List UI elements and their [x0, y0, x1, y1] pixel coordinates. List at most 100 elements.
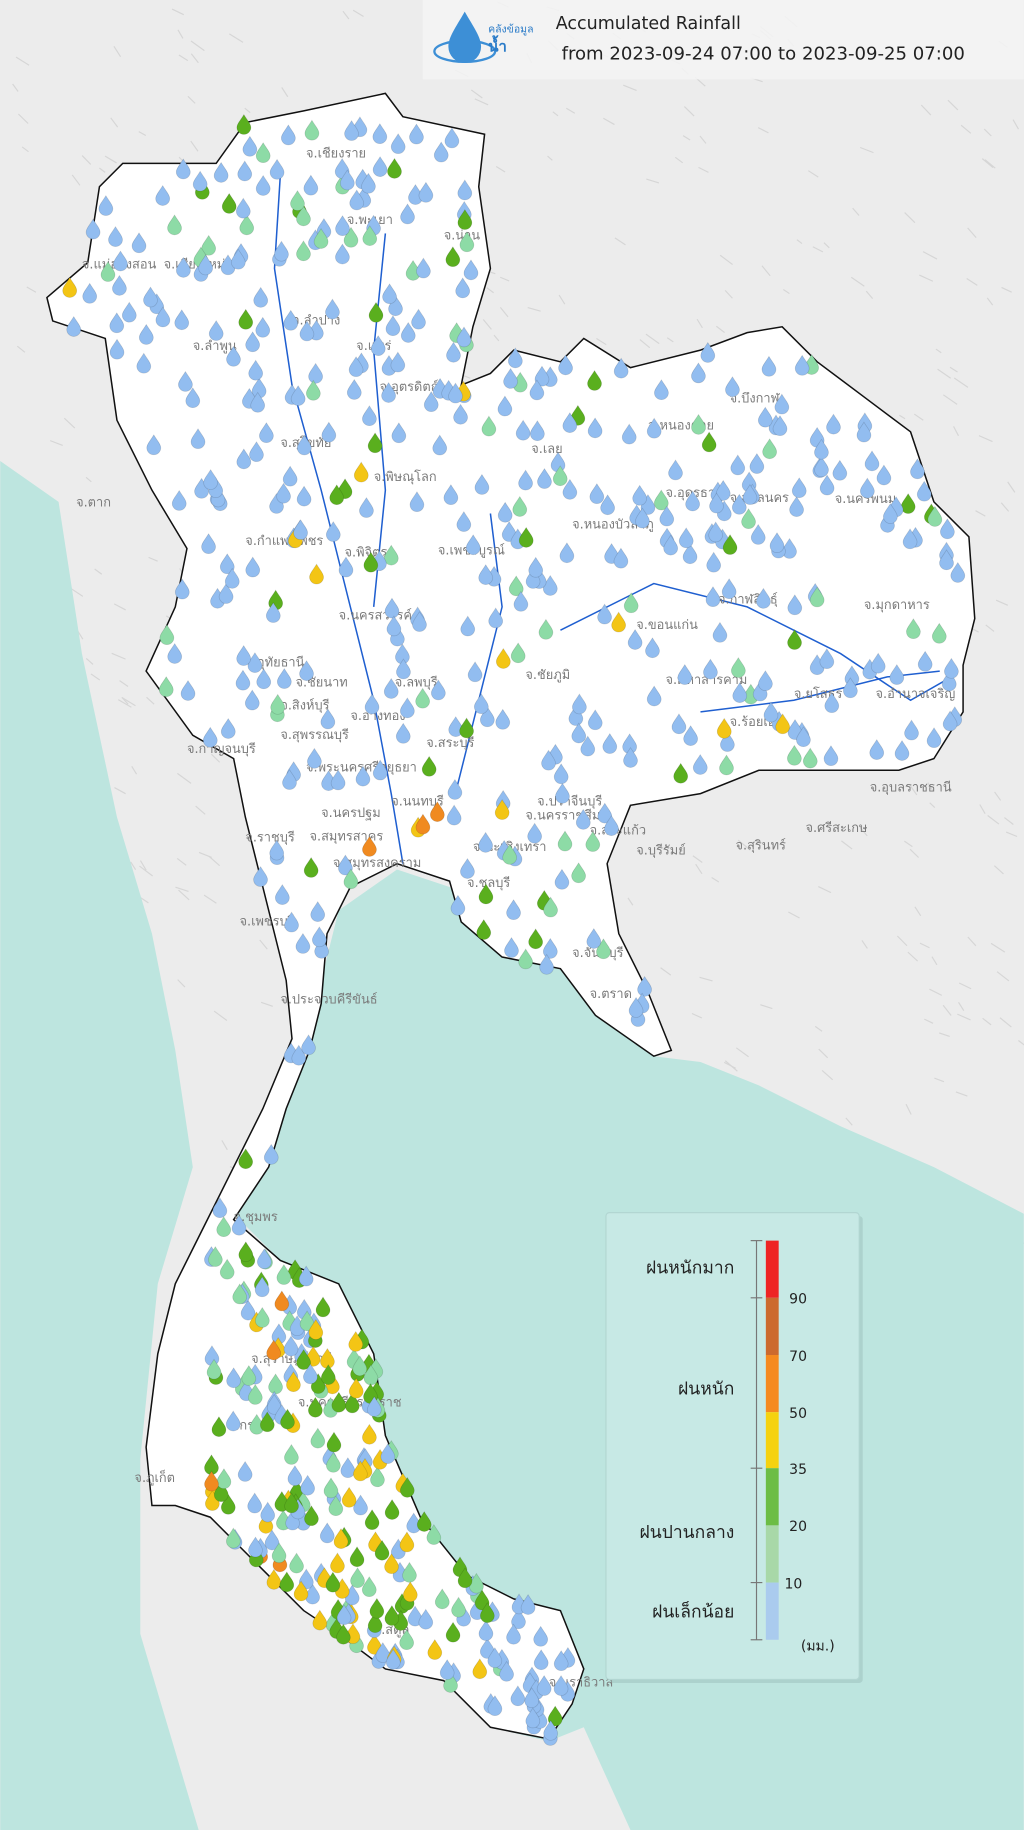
rain-station-marker[interactable] [613, 547, 629, 569]
rain-station-marker[interactable] [434, 1588, 450, 1610]
rain-station-marker[interactable] [460, 615, 476, 637]
rain-station-marker[interactable] [348, 1330, 364, 1352]
rain-station-marker[interactable] [280, 1408, 295, 1430]
rain-station-marker[interactable] [395, 722, 411, 744]
rain-station-marker[interactable] [155, 306, 171, 328]
rain-station-marker[interactable] [553, 763, 569, 785]
rain-station-marker[interactable] [201, 533, 216, 554]
rain-station-marker[interactable] [320, 708, 336, 730]
rain-station-marker[interactable] [293, 1580, 309, 1602]
rain-station-marker[interactable] [121, 301, 137, 323]
rain-station-marker[interactable] [497, 395, 513, 417]
rain-station-marker[interactable] [525, 1707, 541, 1729]
rain-station-marker[interactable] [226, 345, 241, 367]
rain-station-marker[interactable] [721, 578, 737, 600]
rain-station-marker[interactable] [409, 491, 425, 513]
rain-station-marker[interactable] [722, 534, 738, 555]
rain-station-marker[interactable] [254, 1276, 270, 1298]
rain-station-marker[interactable] [180, 679, 196, 701]
rain-station-marker[interactable] [701, 431, 717, 453]
rain-station-marker[interactable] [528, 556, 544, 578]
rain-station-marker[interactable] [270, 693, 286, 715]
rain-station-marker[interactable] [381, 381, 396, 403]
rain-station-marker[interactable] [245, 331, 261, 353]
rain-station-marker[interactable] [528, 928, 544, 950]
rain-station-marker[interactable] [190, 428, 206, 450]
rain-station-marker[interactable] [611, 611, 626, 633]
rain-station-marker[interactable] [212, 1197, 228, 1219]
rain-station-marker[interactable] [155, 184, 171, 206]
rain-station-marker[interactable] [303, 856, 319, 878]
rain-station-marker[interactable] [402, 1581, 418, 1603]
rain-station-marker[interactable] [269, 158, 285, 180]
rain-station-marker[interactable] [384, 1605, 400, 1626]
rain-station-marker[interactable] [349, 189, 365, 211]
rain-station-marker[interactable] [503, 367, 518, 389]
rain-station-marker[interactable] [494, 799, 510, 820]
rain-station-marker[interactable] [732, 682, 748, 703]
rain-station-marker[interactable] [344, 1392, 360, 1414]
rain-station-marker[interactable] [772, 415, 788, 436]
rain-station-marker[interactable] [716, 717, 732, 739]
rain-station-marker[interactable] [515, 419, 531, 441]
rain-station-marker[interactable] [794, 354, 810, 376]
rain-station-marker[interactable] [390, 133, 406, 155]
rain-station-marker[interactable] [731, 493, 747, 515]
rain-station-marker[interactable] [575, 808, 591, 830]
rain-station-marker[interactable] [504, 936, 519, 958]
rain-station-marker[interactable] [171, 489, 187, 511]
rain-station-marker[interactable] [305, 379, 321, 401]
rain-station-marker[interactable] [236, 644, 252, 666]
rain-station-marker[interactable] [298, 1265, 314, 1287]
rain-station-marker[interactable] [309, 563, 324, 585]
rain-station-marker[interactable] [479, 706, 495, 728]
rain-station-marker[interactable] [364, 1509, 380, 1530]
rain-station-marker[interactable] [944, 657, 959, 679]
rain-station-marker[interactable] [264, 1529, 280, 1551]
rain-station-marker[interactable] [782, 537, 797, 559]
rain-station-marker[interactable] [225, 1410, 241, 1432]
rain-station-marker[interactable] [814, 456, 829, 478]
rain-station-marker[interactable] [473, 693, 489, 715]
rain-station-marker[interactable] [244, 689, 260, 711]
rain-station-marker[interactable] [653, 489, 669, 511]
rain-station-marker[interactable] [330, 769, 346, 791]
rain-station-marker[interactable] [730, 454, 746, 476]
rain-station-marker[interactable] [247, 1383, 263, 1405]
rain-station-marker[interactable] [585, 831, 601, 852]
rain-station-marker[interactable] [269, 839, 285, 861]
rain-station-marker[interactable] [508, 575, 524, 597]
rain-station-marker[interactable] [361, 172, 376, 194]
rain-station-marker[interactable] [902, 528, 918, 550]
rain-station-marker[interactable] [683, 725, 698, 746]
rain-station-marker[interactable] [927, 505, 943, 527]
rain-station-marker[interactable] [361, 1576, 377, 1597]
rain-station-marker[interactable] [553, 1675, 569, 1696]
rain-station-marker[interactable] [206, 1358, 222, 1380]
rain-station-marker[interactable] [238, 1148, 254, 1170]
rain-station-marker[interactable] [613, 357, 629, 379]
rain-station-marker[interactable] [362, 835, 377, 857]
rain-station-marker[interactable] [843, 677, 858, 699]
rain-station-marker[interactable] [387, 157, 402, 179]
rain-station-marker[interactable] [864, 450, 880, 472]
rain-station-marker[interactable] [510, 642, 526, 664]
rain-station-marker[interactable] [433, 141, 449, 163]
rain-station-marker[interactable] [537, 467, 552, 489]
rain-station-marker[interactable] [536, 1674, 552, 1696]
rain-station-marker[interactable] [174, 578, 190, 600]
rain-station-marker[interactable] [663, 534, 679, 556]
rain-station-marker[interactable] [430, 679, 446, 701]
rain-station-marker[interactable] [174, 309, 190, 331]
rain-station-marker[interactable] [280, 124, 296, 146]
rain-station-marker[interactable] [587, 369, 602, 391]
rain-station-marker[interactable] [447, 778, 463, 800]
rain-station-marker[interactable] [385, 1648, 401, 1670]
rain-station-marker[interactable] [108, 226, 123, 247]
rain-station-marker[interactable] [226, 1527, 241, 1549]
rain-station-marker[interactable] [259, 422, 274, 443]
rain-station-marker[interactable] [271, 1542, 287, 1564]
rain-station-marker[interactable] [226, 1367, 241, 1389]
rain-station-marker[interactable] [221, 192, 237, 214]
rain-station-marker[interactable] [870, 652, 886, 674]
